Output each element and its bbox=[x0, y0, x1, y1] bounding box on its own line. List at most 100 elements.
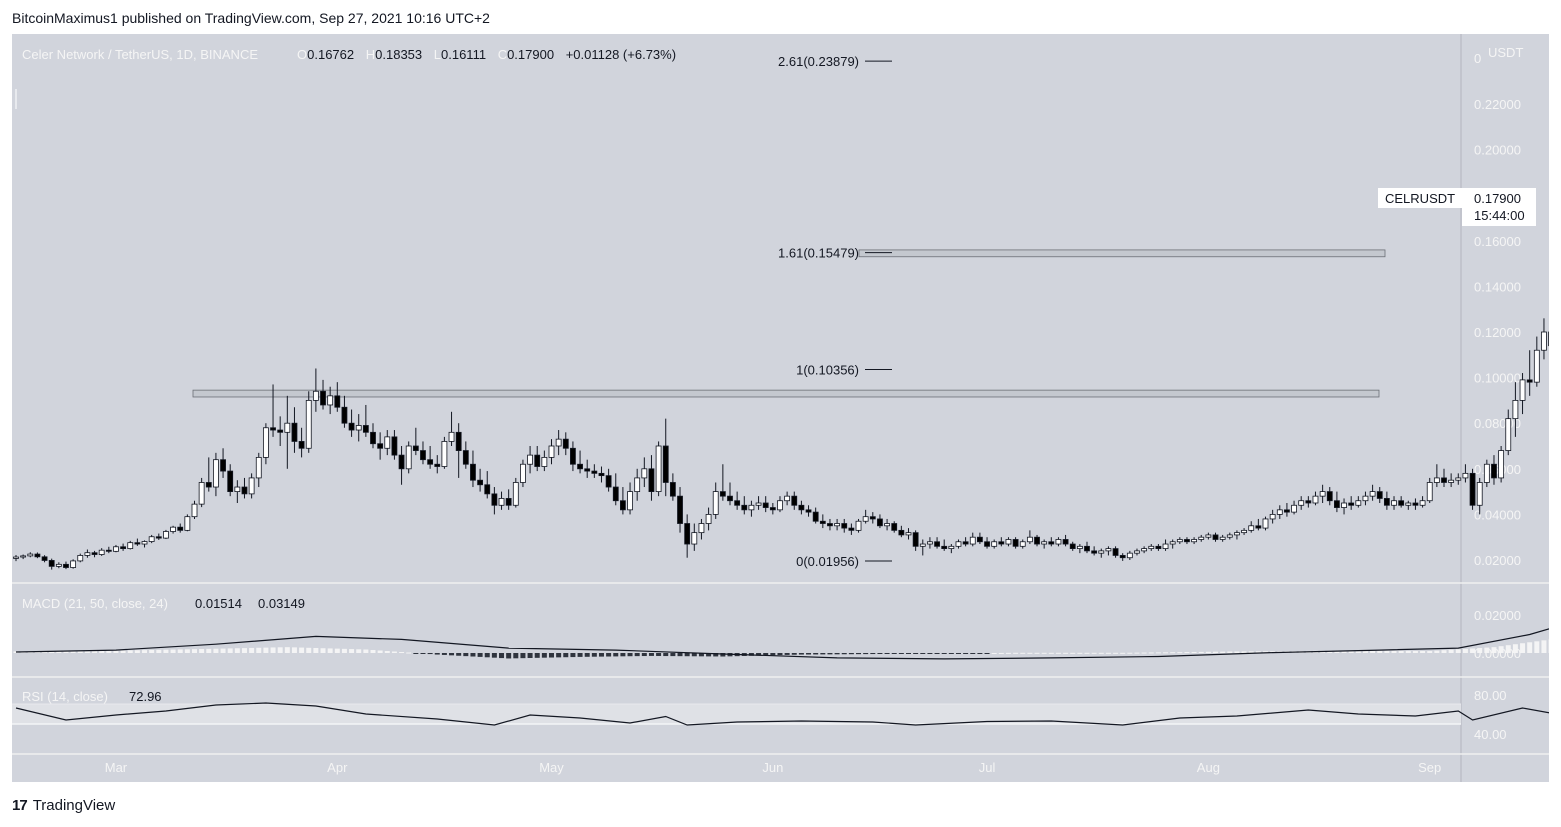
support-resistance-zones bbox=[192, 249, 1386, 398]
macd-histogram-bar bbox=[1184, 652, 1190, 654]
legend-open-key: O bbox=[297, 47, 307, 62]
candle-body bbox=[977, 536, 983, 543]
candle-body bbox=[291, 422, 298, 442]
macd-histogram bbox=[13, 639, 1561, 659]
candle-body bbox=[1483, 463, 1490, 483]
macd-histogram-bar bbox=[1034, 652, 1040, 654]
macd-histogram-bar bbox=[184, 649, 190, 653]
macd-histogram-bar bbox=[434, 653, 440, 655]
macd-histogram-bar bbox=[370, 649, 376, 653]
macd-histogram-bar bbox=[520, 653, 526, 659]
candle-body bbox=[1062, 539, 1069, 545]
macd-histogram-bar bbox=[227, 648, 233, 653]
macd-histogram-bar bbox=[1498, 646, 1504, 653]
macd-histogram-bar bbox=[1362, 650, 1368, 653]
macd-histogram-bar bbox=[263, 647, 269, 653]
footer-brand-label: TradingView bbox=[32, 797, 116, 814]
candle-body bbox=[927, 541, 933, 545]
candle-body bbox=[141, 541, 148, 545]
macd-histogram-bar bbox=[142, 650, 148, 653]
candle-body bbox=[869, 516, 876, 520]
candle-body bbox=[1405, 502, 1412, 506]
macd-line bbox=[15, 624, 1561, 660]
macd-histogram-bar bbox=[820, 653, 826, 655]
time-axis-label: Aug bbox=[1197, 760, 1220, 775]
candle-body bbox=[984, 541, 990, 547]
candle-body bbox=[684, 523, 691, 545]
macd-histogram-bar bbox=[698, 653, 704, 657]
candle-body bbox=[48, 560, 55, 567]
macd-histogram-bar bbox=[506, 653, 512, 659]
candle-body bbox=[98, 549, 105, 555]
macd-histogram-bar bbox=[691, 653, 697, 657]
price-tick: 0.02000 bbox=[1474, 553, 1521, 568]
candle-body bbox=[605, 475, 612, 488]
candle-body bbox=[1505, 418, 1512, 451]
candle-body bbox=[527, 454, 533, 465]
candle-body bbox=[627, 491, 633, 511]
macd-histogram-bar bbox=[806, 653, 812, 655]
candle-body bbox=[1284, 509, 1290, 513]
candle-body bbox=[27, 553, 34, 557]
candle-body bbox=[1376, 491, 1383, 499]
candle-body bbox=[1412, 502, 1419, 506]
candle-body bbox=[1276, 509, 1283, 515]
macd-histogram-bar bbox=[163, 649, 169, 653]
macd-histogram-bar bbox=[327, 648, 333, 653]
candle-body bbox=[962, 541, 969, 545]
macd-histogram-bar bbox=[927, 653, 933, 654]
macd-histogram-bar bbox=[456, 653, 462, 656]
candle-body bbox=[677, 495, 683, 524]
candle-body bbox=[127, 542, 134, 549]
candle-body bbox=[491, 493, 498, 506]
macd-histogram-bar bbox=[334, 648, 340, 653]
candle-body bbox=[662, 445, 669, 483]
candle-body bbox=[220, 459, 226, 472]
candle-body bbox=[1112, 548, 1119, 556]
candle-body bbox=[819, 520, 826, 524]
macd-histogram-bar bbox=[1241, 651, 1247, 653]
candle-body bbox=[1541, 331, 1547, 351]
candle-body bbox=[1362, 495, 1369, 502]
tradingview-chart[interactable]: Celer Network / TetherUS, 1D, BINANCE O0… bbox=[12, 34, 1561, 782]
candle-body bbox=[191, 503, 198, 518]
macd-histogram-bar bbox=[413, 653, 419, 654]
candle-body bbox=[1234, 532, 1240, 536]
time-axis-labels: MarAprMayJunJulAugSepOct25 bbox=[105, 760, 1442, 775]
candle-body bbox=[1298, 500, 1305, 506]
candle-body bbox=[1041, 541, 1048, 545]
candle-body bbox=[812, 511, 819, 522]
candle-body bbox=[862, 516, 869, 522]
macd-histogram-bar bbox=[1370, 650, 1376, 653]
candle-body bbox=[1491, 463, 1497, 479]
macd-histogram-bar bbox=[349, 649, 355, 653]
candle-body bbox=[1076, 545, 1083, 550]
candle-body bbox=[805, 509, 812, 513]
macd-histogram-bar bbox=[449, 653, 455, 656]
candle-body bbox=[1383, 498, 1390, 506]
macd-histogram-bar bbox=[513, 653, 519, 659]
macd-histogram-bar bbox=[313, 648, 319, 653]
candle-body bbox=[355, 425, 362, 431]
macd-histogram-bar bbox=[1005, 652, 1011, 654]
candle-body bbox=[241, 486, 248, 495]
time-axis-label: Apr bbox=[327, 760, 348, 775]
candle-body bbox=[1241, 529, 1247, 534]
macd-histogram-bar bbox=[199, 648, 205, 653]
macd-histogram-bar bbox=[763, 653, 769, 656]
candle-body bbox=[1519, 379, 1526, 401]
macd-histogram-bar bbox=[677, 653, 683, 657]
macd-histogram-bar bbox=[898, 653, 904, 654]
candle-body bbox=[13, 556, 19, 559]
candle-body bbox=[1198, 536, 1205, 540]
candle-body bbox=[1341, 502, 1347, 508]
rsi-tick-40: 40.00 bbox=[1474, 727, 1507, 742]
footer-brand[interactable]: 17 TradingView bbox=[12, 797, 115, 814]
candle-body bbox=[641, 468, 648, 479]
macd-histogram-bar bbox=[648, 653, 654, 656]
macd-histogram-bar bbox=[299, 647, 305, 653]
macd-histogram-bar bbox=[706, 653, 712, 657]
candle-body bbox=[63, 563, 69, 568]
candle-body bbox=[712, 491, 719, 515]
macd-histogram-bar bbox=[591, 653, 597, 657]
